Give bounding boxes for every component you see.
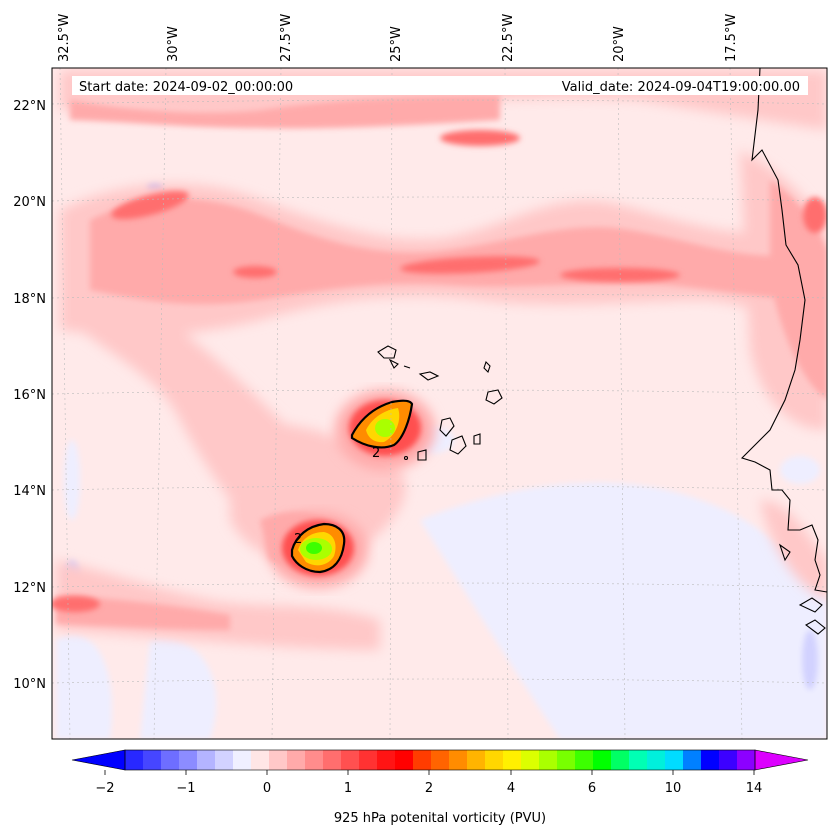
colorbar-cell [215, 750, 234, 770]
colorbar-cell [575, 750, 594, 770]
lat-label-22n: 22°N [13, 99, 46, 114]
colorbar-cell [251, 750, 270, 770]
cbar-tick-label: 14 [746, 781, 763, 796]
colorbar-cell [539, 750, 558, 770]
colorbar-cells [125, 750, 756, 770]
colorbar-cell [449, 750, 468, 770]
lon-label-32-5w: 32.5°W [57, 14, 72, 62]
colorbar-label: 925 hPa potenital vorticity (PVU) [334, 811, 546, 826]
contour-label-north: 2 [372, 446, 380, 461]
lat-label-12n: 12°N [13, 581, 46, 596]
info-bar [72, 76, 808, 95]
lat-label-18n: 18°N [13, 292, 46, 307]
colorbar-cell [179, 750, 198, 770]
colorbar-frame [124, 749, 756, 771]
colorbar-cell [431, 750, 450, 770]
colorbar-cell [377, 750, 396, 770]
colorbar-cell [269, 750, 288, 770]
colorbar-cell [701, 750, 720, 770]
colorbar-cell [611, 750, 630, 770]
vortex-north [335, 390, 435, 470]
cbar-tick-label: −2 [95, 781, 114, 796]
colorbar-cell [557, 750, 576, 770]
colorbar-cell [719, 750, 738, 770]
colorbar-cell [125, 750, 144, 770]
cbar-tick-label: 6 [588, 781, 596, 796]
vortex-south [268, 512, 368, 588]
cbar-tick-label: −1 [176, 781, 195, 796]
colorbar-cell [665, 750, 684, 770]
lon-label-20w: 20°W [612, 26, 627, 62]
latitude-labels: 22°N 20°N 18°N 16°N 14°N 12°N 10°N [13, 99, 46, 692]
colorbar-ticks [104, 770, 755, 775]
contour-label-south: 2 [294, 532, 302, 547]
gridlines [52, 68, 827, 739]
cbar-tick-label: 2 [425, 781, 433, 796]
colorbar-cell [647, 750, 666, 770]
valid-date-text: Valid_date: 2024-09-04T19:00:00.00 [562, 80, 800, 95]
colorbar-cell [683, 750, 702, 770]
colorbar-tick-labels: −2 −1 0 1 2 4 6 10 14 [95, 781, 762, 796]
lon-label-25w: 25°W [389, 26, 404, 62]
colorbar-cell [737, 750, 756, 770]
colorbar-cell [485, 750, 504, 770]
colorbar-cell [323, 750, 342, 770]
colorbar-cell [521, 750, 540, 770]
colorbar: −2 −1 0 1 2 4 6 10 14 925 hPa potenital … [71, 749, 809, 826]
colorbar-cell [161, 750, 180, 770]
cbar-tick-label: 1 [344, 781, 352, 796]
cbar-tick-label: 10 [665, 781, 682, 796]
pv-band-inner [52, 130, 827, 612]
colorbar-cell [593, 750, 612, 770]
colorbar-cell [341, 750, 360, 770]
lat-label-14n: 14°N [13, 484, 46, 499]
colorbar-cell [287, 750, 306, 770]
cbar-tick-label: 4 [507, 781, 515, 796]
africa-coastline [740, 68, 827, 593]
colorbar-cell [413, 750, 432, 770]
map-frame [51, 67, 828, 740]
colorbar-cell [305, 750, 324, 770]
longitude-labels: 32.5°W 30°W 27.5°W 25°W 22.5°W 20°W 17.5… [57, 14, 739, 62]
colorbar-cell [467, 750, 486, 770]
colorbar-cell [197, 750, 216, 770]
colorbar-cell [143, 750, 162, 770]
lon-label-30w: 30°W [166, 26, 181, 62]
colorbar-cell [629, 750, 648, 770]
coastlines [377, 68, 827, 635]
colorbar-min-arrow [71, 749, 126, 771]
lat-label-16n: 16°N [13, 388, 46, 403]
colorbar-cell [503, 750, 522, 770]
start-date-text: Start date: 2024-09-02_00:00:00 [79, 80, 293, 95]
lat-label-20n: 20°N [13, 195, 46, 210]
map-panel: 2 2 Start date: 2024-09-02_00:00:00 Vali… [52, 68, 827, 739]
cbar-tick-label: 0 [263, 781, 271, 796]
lon-label-17-5w: 17.5°W [724, 14, 739, 62]
colorbar-cell [395, 750, 414, 770]
colorbar-max-arrow [754, 749, 809, 771]
lon-label-22-5w: 22.5°W [501, 14, 516, 62]
colorbar-cell [359, 750, 378, 770]
lat-label-10n: 10°N [13, 677, 46, 692]
lon-label-27-5w: 27.5°W [279, 14, 294, 62]
colorbar-cell [233, 750, 252, 770]
